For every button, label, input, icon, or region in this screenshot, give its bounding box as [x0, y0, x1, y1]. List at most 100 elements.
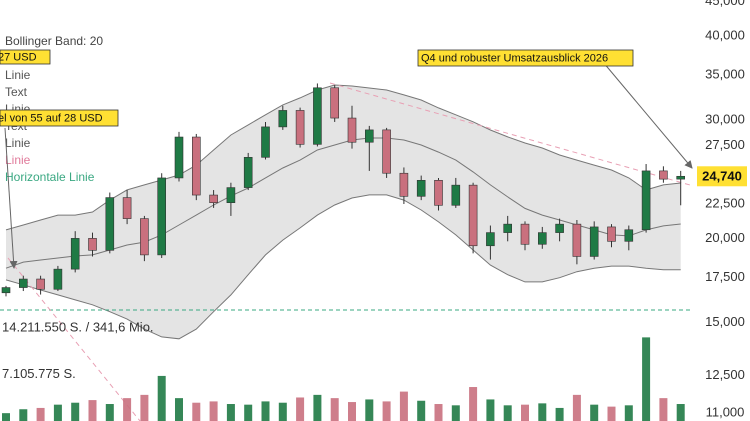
volume-bar — [88, 400, 97, 421]
volume-bar — [71, 402, 80, 421]
volume-bar — [538, 403, 547, 421]
volume-bar — [590, 404, 599, 421]
volume-bar — [486, 399, 495, 421]
volume-bar — [417, 400, 426, 421]
candle-body — [122, 197, 132, 219]
candle-body — [261, 126, 270, 158]
trend-line — [7, 257, 141, 421]
y-tick-label: 11,000 — [706, 404, 745, 419]
candle-body — [676, 175, 686, 180]
candle-body — [451, 184, 461, 206]
volume-bar — [382, 401, 391, 421]
candle-body — [209, 194, 218, 203]
volume-bar — [123, 398, 132, 421]
candle-body — [659, 170, 668, 180]
volume-bar — [676, 404, 685, 421]
volume-layer: 14.211.550 S. / 341,6 Mio. 7.105.775 S. — [2, 320, 685, 421]
volume-bar — [521, 404, 529, 421]
candle-body — [399, 172, 409, 197]
volume-bar — [157, 375, 166, 421]
volume-bar — [36, 407, 45, 421]
candle-body — [36, 278, 45, 290]
candle-body — [192, 136, 201, 196]
candle-body — [330, 87, 340, 119]
band-line — [5, 84, 681, 231]
volume-bar — [2, 413, 10, 421]
y-tick-label: 27,500 — [705, 137, 745, 152]
volume-bar — [278, 402, 287, 421]
candle-body — [537, 232, 547, 245]
candle-body — [140, 218, 149, 256]
candle-body — [572, 223, 582, 257]
volume-bar — [19, 409, 28, 421]
drawing-layer — [0, 82, 691, 421]
annotation-box — [417, 49, 634, 67]
volume-bar — [469, 387, 478, 421]
annotation-text: Q4 und robuster Umsatzausblick 2026 — [421, 52, 608, 64]
volume-bar — [53, 404, 62, 421]
candle-body — [18, 278, 28, 288]
candle-layer — [1, 83, 686, 297]
candle-body — [589, 226, 599, 257]
volume-bar — [261, 401, 270, 421]
band-fill — [6, 85, 681, 339]
volume-bar — [330, 398, 339, 421]
volume-tick-label: 7.105.775 S. — [2, 366, 76, 381]
y-tick-label: 17,500 — [705, 269, 745, 284]
volume-bar — [659, 398, 668, 421]
legend: Bollinger Band: 20 TextLinieTextLinieTex… — [5, 34, 103, 184]
legend-item: Horizontale Linie — [5, 170, 95, 184]
volume-bar — [175, 398, 183, 421]
volume-bar — [503, 405, 512, 421]
indicator-label: Bollinger Band: 20 — [5, 34, 103, 48]
candle-body — [624, 229, 634, 242]
candle-body — [1, 287, 11, 294]
annotation-box — [0, 49, 51, 65]
y-tick-label: 12,500 — [705, 367, 745, 382]
y-tick-label: 40,000 — [705, 27, 745, 42]
price-axis: 45,000 40,000 35,000 30,000 27,500 22,500 20,0… — [697, 0, 747, 419]
last-price-box — [697, 166, 747, 187]
candle-body — [88, 238, 97, 251]
candle-body — [347, 117, 357, 143]
legend-item: Linie — [5, 153, 31, 167]
candle-body — [105, 197, 115, 251]
annotation-layer: 27 USD el von 55 auf 28 USD Q4 und robus… — [0, 49, 693, 269]
candle-body — [364, 129, 374, 143]
legend-item: Linie — [5, 136, 31, 150]
legend-item: Text — [5, 85, 28, 99]
y-tick-label: 20,000 — [705, 230, 745, 245]
candle-body — [503, 223, 513, 233]
candle-body — [278, 110, 288, 128]
y-tick-label: 45,000 — [705, 0, 745, 8]
volume-bar — [244, 404, 253, 421]
y-tick-label: 15,000 — [705, 314, 745, 329]
volume-bar — [313, 394, 322, 421]
candle-body — [468, 184, 478, 247]
candle-body — [434, 180, 443, 206]
volume-bar — [642, 337, 651, 421]
volume-bar — [555, 407, 564, 421]
candle-body — [157, 177, 166, 256]
bollinger-layer — [5, 84, 681, 340]
volume-bar — [296, 397, 305, 421]
y-tick-label: 22,500 — [705, 195, 745, 210]
candle-body — [416, 180, 426, 197]
candle-body — [313, 87, 322, 145]
volume-bar — [624, 405, 633, 421]
candle-body — [607, 226, 616, 242]
volume-bar — [140, 394, 149, 421]
candle-body — [382, 129, 391, 174]
volume-bar — [209, 401, 218, 421]
annotation-arrow — [602, 61, 693, 169]
annotation-text: el von 55 auf 28 USD — [0, 112, 103, 124]
legend-item: Linie — [5, 68, 31, 82]
volume-bar — [399, 391, 408, 421]
y-tick-label: 35,000 — [705, 66, 745, 81]
volume-bar — [607, 406, 616, 421]
candle-body — [226, 187, 236, 203]
candle-body — [520, 223, 530, 245]
volume-bar — [434, 404, 443, 421]
last-price-label: 24,740 — [702, 169, 742, 184]
